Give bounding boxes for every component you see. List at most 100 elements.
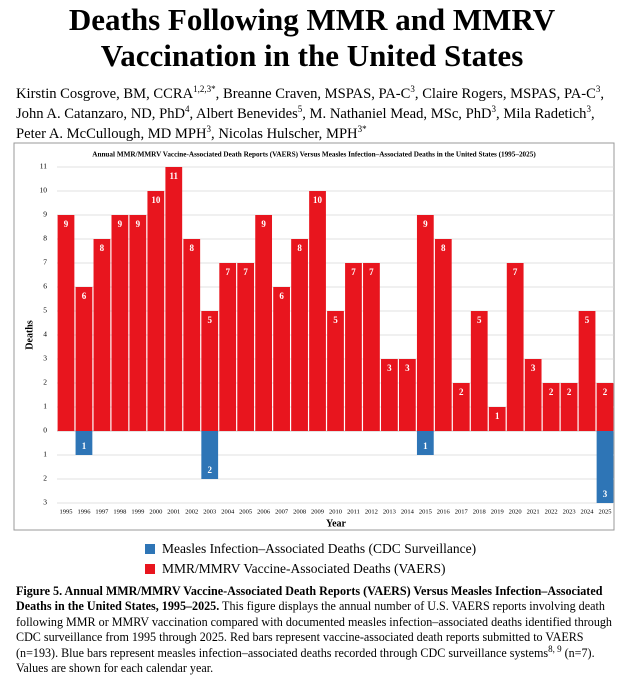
bar bbox=[524, 359, 542, 431]
x-axis-label: Year bbox=[326, 518, 347, 529]
x-tick-label: 2018 bbox=[473, 508, 486, 515]
bar bbox=[273, 287, 290, 431]
bar-value-label: 1 bbox=[495, 411, 500, 421]
bar bbox=[452, 383, 470, 431]
x-tick-label: 2019 bbox=[491, 508, 504, 515]
author-list: Kirstin Cosgrove, BM, CCRA1,2,3*, Breann… bbox=[16, 84, 616, 144]
author-name: , Breanne Craven, MSPAS, PA-C bbox=[215, 86, 411, 102]
y-tick-label: 2 bbox=[43, 474, 47, 483]
author-affiliation: 3 bbox=[491, 104, 497, 115]
bar-value-label: 5 bbox=[207, 315, 212, 325]
bar-value-label: 9 bbox=[118, 219, 123, 229]
bar-value-label: 2 bbox=[567, 387, 572, 397]
x-tick-label: 2000 bbox=[149, 508, 162, 515]
x-tick-label: 2004 bbox=[221, 508, 235, 515]
author-affiliation: 5 bbox=[297, 104, 303, 115]
caption-text: This figure displays the annual number o… bbox=[16, 599, 612, 660]
y-tick-label: 7 bbox=[43, 258, 47, 267]
bar bbox=[147, 191, 165, 431]
bar-value-label: 7 bbox=[351, 267, 356, 277]
x-tick-label: 2006 bbox=[257, 508, 271, 515]
author-affiliation: 3 bbox=[586, 104, 591, 115]
bar bbox=[129, 215, 147, 431]
bar-value-label: 2 bbox=[459, 387, 464, 397]
bar bbox=[327, 311, 344, 431]
bar bbox=[57, 215, 75, 431]
bar bbox=[470, 311, 488, 431]
bar bbox=[219, 263, 237, 431]
bar-value-label: 3 bbox=[531, 363, 536, 373]
x-tick-label: 1997 bbox=[95, 508, 109, 515]
bar bbox=[434, 239, 452, 431]
caption-reference: 8, 9 bbox=[548, 643, 562, 654]
author-name: , Albert Benevides bbox=[189, 106, 298, 122]
x-tick-label: 2013 bbox=[383, 508, 396, 515]
bar-value-label: 5 bbox=[585, 315, 590, 325]
bar bbox=[363, 263, 380, 431]
bar-value-label: 6 bbox=[82, 291, 87, 301]
author-affiliation: 3 bbox=[595, 84, 601, 95]
y-tick-label: 1 bbox=[43, 450, 47, 459]
chart-frame bbox=[13, 142, 615, 531]
y-tick-label: 0 bbox=[43, 426, 47, 435]
bar bbox=[398, 359, 416, 431]
author-name: Kirstin Cosgrove, BM, CCRA bbox=[16, 86, 194, 102]
bar-value-label: 3 bbox=[387, 363, 392, 373]
x-tick-label: 2003 bbox=[203, 508, 216, 515]
y-tick-label: 2 bbox=[43, 378, 47, 387]
bar-value-label: 3 bbox=[603, 489, 608, 499]
bar bbox=[291, 239, 308, 431]
bar-value-label: 7 bbox=[369, 267, 374, 277]
y-tick-label: 1 bbox=[43, 402, 47, 411]
bar bbox=[345, 263, 362, 431]
bar bbox=[506, 263, 524, 431]
caption-text: (n=7). Values are shown for each calenda… bbox=[16, 645, 595, 676]
bar-value-label: 10 bbox=[151, 195, 161, 205]
x-tick-label: 2007 bbox=[275, 508, 289, 515]
y-tick-label: 3 bbox=[43, 498, 47, 507]
bar-value-label: 5 bbox=[333, 315, 338, 325]
author-affiliation: 3 bbox=[206, 124, 212, 135]
bar-value-label: 8 bbox=[297, 243, 302, 253]
x-tick-label: 2020 bbox=[509, 508, 522, 515]
x-tick-label: 2001 bbox=[167, 508, 180, 515]
author-name: , M. Nathaniel Mead, MSc, PhD bbox=[302, 106, 492, 122]
author-name: , John A. Catanzaro, ND, PhD bbox=[16, 86, 605, 122]
bar-value-label: 10 bbox=[313, 195, 323, 205]
bar bbox=[93, 239, 111, 431]
bar-value-label: 8 bbox=[100, 243, 105, 253]
bar-value-label: 1 bbox=[82, 441, 87, 451]
bar-value-label: 7 bbox=[513, 267, 518, 277]
bar-value-label: 9 bbox=[423, 219, 428, 229]
x-tick-label: 2022 bbox=[545, 508, 558, 515]
bar-value-label: 2 bbox=[207, 465, 212, 475]
author-affiliation: 1,2,3* bbox=[193, 84, 216, 95]
y-tick-label: 5 bbox=[43, 306, 47, 315]
paper-title: Deaths Following MMR and MMRV Vaccinatio… bbox=[68, 2, 556, 73]
bar-value-label: 9 bbox=[64, 219, 69, 229]
author-affiliation: 3* bbox=[357, 124, 367, 135]
x-tick-label: 2023 bbox=[563, 508, 576, 515]
legend-swatch bbox=[145, 564, 155, 574]
x-tick-label: 2005 bbox=[239, 508, 252, 515]
bar-value-label: 2 bbox=[603, 387, 608, 397]
bar bbox=[596, 383, 614, 431]
y-tick-label: 6 bbox=[43, 282, 47, 291]
bar-value-label: 8 bbox=[441, 243, 446, 253]
author-name: , Claire Rogers, MSPAS, PA-C bbox=[414, 86, 596, 102]
figure-caption: Figure 5. Annual MMR/MMRV Vaccine-Associ… bbox=[16, 584, 614, 676]
bar-value-label: 7 bbox=[243, 267, 248, 277]
caption-label: Figure 5. Annual MMR/MMRV Vaccine-Associ… bbox=[16, 584, 603, 614]
x-tick-label: 1996 bbox=[77, 508, 91, 515]
legend-label: Measles Infection–Associated Deaths (CDC… bbox=[162, 541, 476, 556]
x-tick-label: 1999 bbox=[131, 508, 144, 515]
author-name: , Nicolas Hulscher, MPH bbox=[211, 126, 358, 142]
x-tick-label: 2010 bbox=[329, 508, 342, 515]
bar bbox=[416, 215, 434, 431]
x-tick-label: 2008 bbox=[293, 508, 306, 515]
author-affiliation: 3 bbox=[410, 84, 415, 95]
author-affiliation: 4 bbox=[185, 104, 190, 115]
legend-swatch bbox=[145, 544, 155, 554]
x-tick-label: 2011 bbox=[347, 508, 360, 515]
